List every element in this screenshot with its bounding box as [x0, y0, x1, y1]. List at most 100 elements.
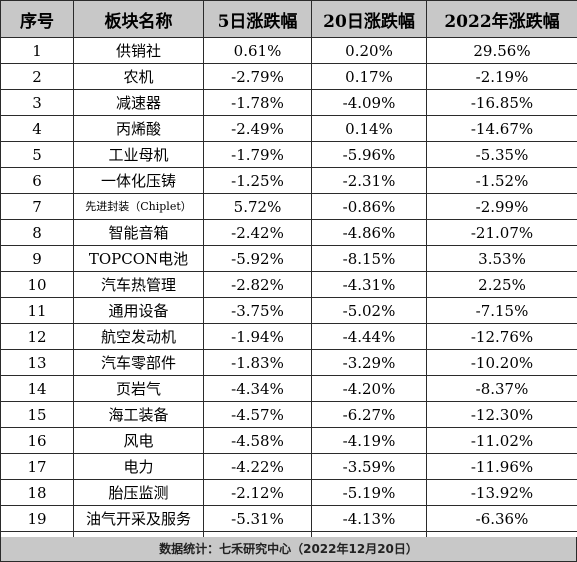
- change-5day-cell: -4.22%: [203, 453, 312, 480]
- table-row: 19 油气开采及服务 -5.31% -4.13% -6.36%: [0, 505, 577, 532]
- table-row: 7 先进封装（Chiplet） 5.72% -0.86% -2.99%: [0, 193, 577, 220]
- rank-cell: 18: [0, 479, 74, 506]
- change-20day-cell: -3.29%: [311, 349, 427, 376]
- change-2022-cell: -2.99%: [426, 193, 577, 220]
- rank-cell: 14: [0, 375, 74, 402]
- change-5day-cell: -1.94%: [203, 323, 312, 350]
- rank-cell: 19: [0, 505, 74, 532]
- sector-name-cell: 电力: [73, 453, 204, 480]
- change-5day-cell: -1.78%: [203, 89, 312, 116]
- change-5day-cell: 0.61%: [203, 37, 312, 64]
- sector-name-cell: 智能音箱: [73, 219, 204, 246]
- sector-name-cell: 先进封装（Chiplet）: [73, 193, 204, 220]
- table-row: 14 页岩气 -4.34% -4.20% -8.37%: [0, 375, 577, 402]
- rank-cell: 3: [0, 89, 74, 116]
- table-row: 12 航空发动机 -1.94% -4.44% -12.76%: [0, 323, 577, 350]
- change-2022-cell: -1.52%: [426, 167, 577, 194]
- change-20day-cell: -4.44%: [311, 323, 427, 350]
- table-row: 10 汽车热管理 -2.82% -4.31% 2.25%: [0, 271, 577, 298]
- change-5day-cell: -3.75%: [203, 297, 312, 324]
- rank-cell: 1: [0, 37, 74, 64]
- change-20day-cell: -6.27%: [311, 401, 427, 428]
- change-20day-cell: 0.20%: [311, 37, 427, 64]
- sector-name-cell: 胎压监测: [73, 479, 204, 506]
- change-2022-cell: -5.35%: [426, 141, 577, 168]
- sector-name-cell: 供销社: [73, 37, 204, 64]
- change-5day-cell: -4.58%: [203, 427, 312, 454]
- table-header: 序号 板块名称 5日涨跌幅 20日涨跌幅 2022年涨跌幅: [0, 0, 577, 38]
- change-5day-cell: 5.72%: [203, 193, 312, 220]
- header-row: 序号 板块名称 5日涨跌幅 20日涨跌幅 2022年涨跌幅: [0, 0, 577, 38]
- change-20day-cell: -3.59%: [311, 453, 427, 480]
- table-row: 11 通用设备 -3.75% -5.02% -7.15%: [0, 297, 577, 324]
- change-2022-cell: 3.53%: [426, 245, 577, 272]
- change-2022-cell: -16.85%: [426, 89, 577, 116]
- change-20day-cell: -8.15%: [311, 245, 427, 272]
- change-20day-cell: -5.96%: [311, 141, 427, 168]
- change-20day-cell: -4.09%: [311, 89, 427, 116]
- sector-name-cell: 减速器: [73, 89, 204, 116]
- rank-cell: 16: [0, 427, 74, 454]
- change-5day-cell: -5.31%: [203, 505, 312, 532]
- sector-name-cell: 农机: [73, 63, 204, 90]
- change-20day-cell: -4.86%: [311, 219, 427, 246]
- rank-cell: 6: [0, 167, 74, 194]
- header-2022-change: 2022年涨跌幅: [426, 0, 577, 38]
- sector-name-cell: 汽车热管理: [73, 271, 204, 298]
- rank-cell: 2: [0, 63, 74, 90]
- sector-name-cell: 工业母机: [73, 141, 204, 168]
- change-20day-cell: -4.13%: [311, 505, 427, 532]
- change-5day-cell: -2.49%: [203, 115, 312, 142]
- change-20day-cell: 0.14%: [311, 115, 427, 142]
- header-rank: 序号: [0, 0, 74, 38]
- rank-cell: 9: [0, 245, 74, 272]
- sector-name-cell: 油气开采及服务: [73, 505, 204, 532]
- table-row: 18 胎压监测 -2.12% -5.19% -13.92%: [0, 479, 577, 506]
- change-2022-cell: -8.37%: [426, 375, 577, 402]
- header-5day-change: 5日涨跌幅: [203, 0, 312, 38]
- table-row: 5 工业母机 -1.79% -5.96% -5.35%: [0, 141, 577, 168]
- rank-cell: 10: [0, 271, 74, 298]
- change-2022-cell: -12.30%: [426, 401, 577, 428]
- change-5day-cell: -1.83%: [203, 349, 312, 376]
- change-5day-cell: -2.82%: [203, 271, 312, 298]
- change-5day-cell: -4.57%: [203, 401, 312, 428]
- table-row: 15 海工装备 -4.57% -6.27% -12.30%: [0, 401, 577, 428]
- sector-name-cell: TOPCON电池: [73, 245, 204, 272]
- rank-cell: 12: [0, 323, 74, 350]
- rank-cell: 5: [0, 141, 74, 168]
- rank-cell: 7: [0, 193, 74, 220]
- change-2022-cell: -7.15%: [426, 297, 577, 324]
- change-2022-cell: -14.67%: [426, 115, 577, 142]
- header-sector-name: 板块名称: [73, 0, 204, 38]
- change-2022-cell: -10.20%: [426, 349, 577, 376]
- rank-cell: 4: [0, 115, 74, 142]
- rank-cell: 11: [0, 297, 74, 324]
- table-row: 9 TOPCON电池 -5.92% -8.15% 3.53%: [0, 245, 577, 272]
- change-20day-cell: -4.31%: [311, 271, 427, 298]
- change-20day-cell: -2.31%: [311, 167, 427, 194]
- change-2022-cell: -21.07%: [426, 219, 577, 246]
- header-20day-change: 20日涨跌幅: [311, 0, 427, 38]
- table-row: 2 农机 -2.79% 0.17% -2.19%: [0, 63, 577, 90]
- table-row: 4 丙烯酸 -2.49% 0.14% -14.67%: [0, 115, 577, 142]
- change-20day-cell: -0.86%: [311, 193, 427, 220]
- rank-cell: 8: [0, 219, 74, 246]
- sector-name-cell: 航空发动机: [73, 323, 204, 350]
- change-20day-cell: -5.02%: [311, 297, 427, 324]
- sector-name-cell: 风电: [73, 427, 204, 454]
- sector-name-cell: 页岩气: [73, 375, 204, 402]
- change-20day-cell: 0.17%: [311, 63, 427, 90]
- rank-cell: 15: [0, 401, 74, 428]
- table-row: 1 供销社 0.61% 0.20% 29.56%: [0, 37, 577, 64]
- change-5day-cell: -1.79%: [203, 141, 312, 168]
- change-2022-cell: 2.25%: [426, 271, 577, 298]
- sector-name-cell: 通用设备: [73, 297, 204, 324]
- table-row: 13 汽车零部件 -1.83% -3.29% -10.20%: [0, 349, 577, 376]
- table-row: 16 风电 -4.58% -4.19% -11.02%: [0, 427, 577, 454]
- change-2022-cell: -11.02%: [426, 427, 577, 454]
- table-row: 17 电力 -4.22% -3.59% -11.96%: [0, 453, 577, 480]
- change-2022-cell: -13.92%: [426, 479, 577, 506]
